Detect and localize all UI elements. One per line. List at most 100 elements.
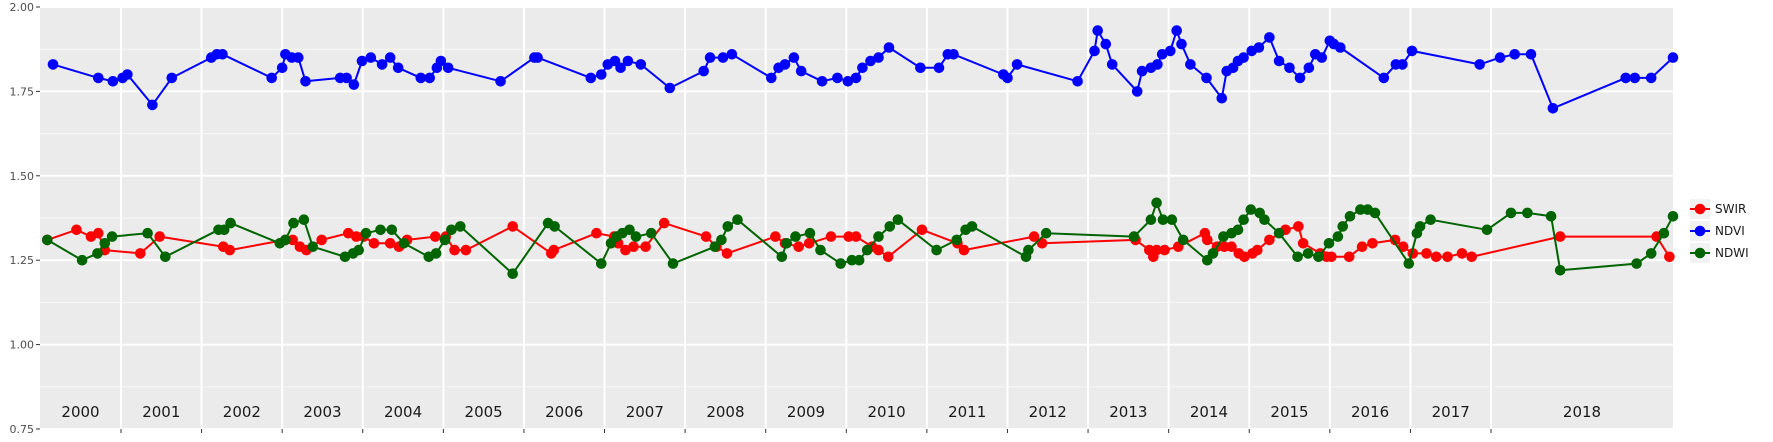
data-point-ndwi: [218, 224, 230, 236]
data-point-ndvi: [1547, 103, 1559, 114]
data-point-ndvi: [1176, 38, 1187, 50]
data-point-ndvi: [1406, 45, 1418, 57]
data-point-ndwi: [1545, 211, 1557, 222]
data-point-swir: [843, 231, 854, 242]
y-tick-label: 1.00: [10, 339, 35, 352]
data-point-ndvi: [147, 99, 158, 111]
data-point-swir: [368, 238, 380, 249]
data-point-ndwi: [455, 221, 466, 232]
data-point-ndwi: [92, 248, 103, 259]
year-label-2014: 2014: [1190, 403, 1228, 421]
data-point-ndwi: [624, 224, 635, 236]
data-point-ndwi: [549, 221, 560, 232]
data-point-ndwi: [1323, 238, 1335, 249]
data-point-ndwi: [430, 248, 442, 259]
legend-item-swir: SWIR: [1690, 199, 1746, 219]
data-point-ndvi: [1620, 72, 1631, 84]
data-point-ndvi: [1316, 52, 1328, 63]
data-point-ndwi: [1218, 231, 1229, 242]
y-tick-label: 2.00: [10, 1, 35, 14]
data-point-swir: [135, 248, 146, 259]
data-point-ndwi: [1481, 224, 1493, 236]
data-point-ndwi: [776, 251, 788, 263]
data-point-swir: [351, 231, 362, 242]
data-point-ndvi: [795, 65, 807, 77]
data-point-ndwi: [307, 241, 319, 252]
data-point-swir: [721, 248, 733, 259]
data-point-swir: [1397, 241, 1409, 252]
year-label-2008: 2008: [706, 403, 744, 421]
year-label-2005: 2005: [465, 403, 503, 421]
data-point-swir: [1421, 248, 1432, 259]
data-point-ndvi: [1216, 92, 1228, 104]
data-point-ndwi: [846, 254, 858, 266]
data-point-ndvi: [384, 52, 396, 63]
data-point-ndvi: [365, 52, 377, 63]
data-point-swir: [1293, 221, 1304, 232]
year-label-2015: 2015: [1270, 403, 1308, 421]
data-point-ndwi: [1177, 234, 1189, 246]
year-label-2016: 2016: [1351, 403, 1389, 421]
data-point-ndwi: [1128, 231, 1140, 242]
data-point-ndwi: [439, 234, 451, 246]
data-point-ndwi: [892, 214, 904, 225]
data-point-ndvi: [816, 76, 828, 87]
data-point-ndvi: [1100, 38, 1112, 50]
legend-label-ndvi: NDVI: [1715, 224, 1745, 238]
data-point-ndwi: [884, 221, 896, 232]
data-point-swir: [1356, 241, 1368, 252]
data-point-ndwi: [931, 244, 942, 256]
data-point-swir: [1442, 251, 1453, 263]
data-point-swir: [93, 227, 104, 239]
data-point-ndwi: [815, 244, 826, 256]
data-point-ndvi: [47, 59, 59, 70]
year-label-2000: 2000: [61, 403, 99, 421]
data-point-ndwi: [1658, 227, 1670, 239]
data-point-swir: [154, 231, 165, 242]
data-point-ndvi: [704, 52, 716, 63]
data-point-ndvi: [495, 76, 506, 87]
data-point-ndwi: [966, 221, 978, 232]
year-label-2010: 2010: [867, 403, 905, 421]
data-point-ndvi: [832, 72, 843, 84]
data-point-ndwi: [1232, 224, 1244, 236]
data-point-swir: [460, 244, 472, 256]
data-point-ndvi: [1264, 32, 1275, 43]
data-point-ndvi: [857, 62, 868, 74]
data-point-ndwi: [732, 214, 743, 225]
data-point-swir: [916, 224, 928, 236]
data-point-swir: [430, 231, 441, 242]
year-label-2004: 2004: [384, 403, 422, 421]
data-point-ndvi: [1106, 59, 1118, 70]
year-label-2007: 2007: [626, 403, 664, 421]
legend-marker-ndvi: [1694, 225, 1706, 237]
data-point-ndwi: [1023, 244, 1034, 256]
data-point-ndvi: [107, 76, 119, 87]
data-point-ndvi: [1011, 59, 1023, 70]
data-point-ndvi: [1002, 72, 1013, 84]
legend-label-swir: SWIR: [1715, 202, 1746, 216]
data-point-ndwi: [1425, 214, 1436, 225]
data-point-ndvi: [376, 59, 388, 70]
series-group: [42, 25, 1679, 280]
data-point-swir: [548, 244, 560, 256]
legend-item-ndvi: NDVI: [1690, 221, 1745, 241]
data-point-swir: [628, 241, 639, 252]
data-point-ndwi: [804, 227, 816, 239]
data-point-ndvi: [276, 62, 288, 74]
data-point-ndwi: [1332, 231, 1344, 242]
data-point-swir: [850, 231, 862, 242]
data-point-swir: [1264, 234, 1275, 246]
data-point-ndvi: [1667, 52, 1679, 63]
data-point-swir: [316, 234, 328, 246]
data-point-ndvi: [435, 55, 447, 67]
data-point-swir: [343, 227, 354, 239]
data-point-ndwi: [1245, 204, 1257, 215]
data-point-ndwi: [42, 234, 53, 246]
data-point-ndwi: [646, 227, 657, 239]
data-point-ndwi: [716, 234, 727, 246]
data-point-ndvi: [1284, 62, 1295, 74]
data-point-ndwi: [1667, 211, 1679, 222]
data-point-swir: [882, 251, 894, 263]
